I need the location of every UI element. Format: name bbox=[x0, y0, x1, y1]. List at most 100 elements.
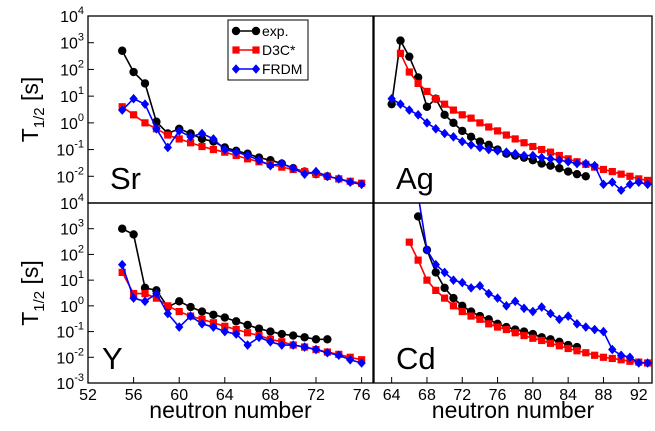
point bbox=[466, 132, 476, 142]
series-line bbox=[121, 272, 362, 361]
point bbox=[458, 111, 466, 119]
point bbox=[423, 87, 431, 96]
point bbox=[599, 353, 608, 361]
point bbox=[625, 352, 635, 363]
point bbox=[511, 148, 520, 159]
point bbox=[520, 139, 528, 147]
point bbox=[538, 145, 546, 154]
legend-label: FRDM bbox=[262, 61, 302, 77]
point bbox=[493, 293, 502, 303]
point bbox=[625, 179, 635, 190]
point bbox=[254, 155, 264, 166]
y-tick-exponent: -1 bbox=[74, 321, 84, 333]
y-tick-base: 10 bbox=[56, 376, 74, 393]
y-tick-exponent: 0 bbox=[78, 295, 84, 307]
point bbox=[243, 340, 252, 350]
point bbox=[289, 340, 298, 350]
point bbox=[511, 135, 519, 143]
x-tick-label: 84 bbox=[559, 387, 577, 404]
point bbox=[254, 332, 264, 343]
x-tick-label: 76 bbox=[353, 387, 371, 404]
point bbox=[152, 288, 161, 299]
y-tick-label: 104 bbox=[60, 192, 84, 213]
y-tick-label: 101 bbox=[60, 85, 84, 106]
point bbox=[277, 340, 286, 350]
point bbox=[197, 319, 207, 329]
point bbox=[440, 110, 449, 120]
point bbox=[537, 159, 546, 168]
point bbox=[634, 358, 643, 368]
point bbox=[590, 324, 599, 335]
point bbox=[311, 335, 321, 344]
y-tick-base: 10 bbox=[56, 325, 74, 342]
point bbox=[163, 142, 172, 153]
point bbox=[502, 147, 511, 157]
point bbox=[220, 313, 229, 322]
axes-frame bbox=[87, 202, 374, 384]
point bbox=[129, 67, 138, 77]
point bbox=[563, 311, 573, 321]
y-tick-exponent: -3 bbox=[74, 372, 84, 384]
point bbox=[449, 275, 458, 285]
point bbox=[118, 105, 127, 115]
x-tick-label: 64 bbox=[383, 387, 401, 404]
series-line bbox=[121, 97, 362, 186]
point bbox=[608, 344, 617, 355]
point bbox=[405, 105, 414, 115]
point bbox=[476, 315, 484, 323]
point bbox=[572, 169, 582, 179]
point bbox=[277, 158, 286, 169]
point bbox=[581, 322, 591, 332]
point bbox=[458, 307, 466, 316]
x-tick-label: 88 bbox=[595, 387, 613, 404]
legend-marker bbox=[251, 64, 261, 74]
y-tick-label: 103 bbox=[60, 218, 84, 239]
point bbox=[422, 245, 432, 255]
point bbox=[289, 331, 298, 340]
series-line bbox=[121, 227, 328, 341]
y-tick-exponent: -2 bbox=[74, 165, 84, 177]
point bbox=[634, 177, 643, 188]
point bbox=[608, 177, 617, 188]
y-label-unit: [s] bbox=[17, 260, 43, 284]
point bbox=[458, 126, 467, 136]
legend-marker bbox=[232, 46, 240, 54]
y-tick-base: 10 bbox=[60, 247, 78, 264]
y-tick-exponent: 2 bbox=[78, 58, 84, 70]
point bbox=[140, 79, 150, 88]
point bbox=[591, 351, 599, 359]
point bbox=[422, 102, 432, 111]
y-tick-exponent: 3 bbox=[78, 218, 84, 230]
x-tick-label: 56 bbox=[125, 387, 143, 404]
point bbox=[300, 342, 309, 352]
point bbox=[599, 179, 608, 190]
point bbox=[572, 158, 582, 169]
panel-label: Cd bbox=[396, 341, 436, 376]
point bbox=[163, 308, 172, 319]
point bbox=[323, 335, 332, 344]
point bbox=[555, 155, 564, 166]
x-axis-label: neutron number bbox=[432, 397, 595, 423]
series-line bbox=[121, 264, 362, 364]
point bbox=[209, 134, 218, 144]
point bbox=[266, 327, 275, 336]
point bbox=[346, 354, 355, 365]
y-tick-base: 10 bbox=[56, 143, 74, 160]
point bbox=[475, 137, 485, 146]
y-tick-base: 10 bbox=[60, 273, 78, 290]
point bbox=[502, 325, 510, 334]
panel-label: Y bbox=[102, 341, 123, 376]
point bbox=[476, 119, 484, 127]
point bbox=[129, 230, 138, 239]
point bbox=[396, 49, 405, 57]
point bbox=[458, 277, 467, 288]
point bbox=[300, 333, 309, 342]
y-tick-base: 10 bbox=[60, 222, 78, 239]
x-tick-label: 68 bbox=[262, 387, 280, 404]
y-tick-label: 100 bbox=[60, 295, 84, 316]
x-tick-label: 52 bbox=[79, 387, 97, 404]
point bbox=[129, 93, 138, 104]
point bbox=[209, 310, 218, 319]
point bbox=[175, 135, 183, 143]
point bbox=[220, 326, 229, 337]
